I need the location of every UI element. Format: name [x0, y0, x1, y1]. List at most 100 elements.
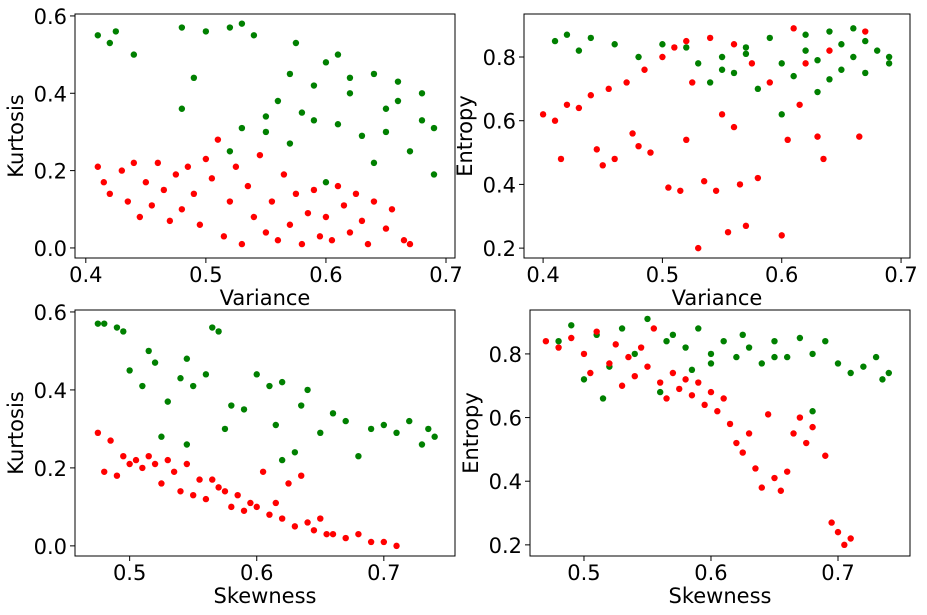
- scatter-point: [139, 464, 146, 472]
- scatter-point: [790, 25, 797, 32]
- scatter-point: [618, 325, 626, 332]
- scatter-point: [629, 130, 636, 137]
- scatter-point: [316, 233, 324, 240]
- y-axis-title: Kurtosis: [4, 94, 28, 177]
- scatter-point: [862, 37, 869, 45]
- scatter-point: [790, 430, 797, 437]
- scatter-point: [346, 74, 354, 82]
- scatter-point: [625, 353, 632, 361]
- scatter-point: [669, 331, 677, 339]
- y-tick-label: 0.8: [483, 46, 516, 70]
- scatter-point: [262, 128, 270, 136]
- scatter-point: [274, 237, 282, 244]
- scatter-point: [771, 353, 778, 361]
- y-axis-title: Entropy: [453, 95, 477, 177]
- scatter-point: [644, 315, 651, 323]
- scatter-point: [631, 372, 638, 380]
- scatter-point: [683, 44, 690, 51]
- scatter-point: [635, 53, 642, 61]
- scatter-point: [539, 111, 547, 118]
- scatter-point: [172, 171, 180, 178]
- scatter-point: [202, 155, 210, 163]
- scatter-point: [688, 392, 696, 399]
- scatter-point: [394, 97, 402, 105]
- scatter-point: [259, 468, 267, 475]
- scatter-point: [752, 465, 759, 472]
- scatter-point: [783, 468, 791, 475]
- plot-frame: [529, 309, 911, 557]
- scatter-point: [802, 60, 809, 67]
- scatter-point: [764, 411, 772, 418]
- scatter-point: [370, 159, 378, 167]
- scatter-point: [659, 53, 666, 61]
- scatter-point: [340, 202, 348, 209]
- scatter-point: [677, 187, 684, 194]
- scatter-point: [803, 439, 810, 447]
- scatter-point: [94, 163, 102, 170]
- scatter-point: [575, 47, 583, 54]
- y-tick-label: 0.4: [34, 379, 67, 403]
- scatter-point: [593, 328, 600, 335]
- scatter-point: [393, 542, 400, 550]
- x-tick-label: 0.6: [309, 263, 342, 287]
- scatter-point: [202, 495, 210, 503]
- scatter-point: [329, 530, 337, 538]
- scatter-point: [382, 225, 390, 232]
- scatter-point: [291, 523, 299, 530]
- scatter-point: [822, 337, 829, 345]
- scatter-point: [718, 66, 726, 73]
- scatter-point: [771, 474, 778, 482]
- scatter-point: [778, 111, 785, 118]
- scatter-point: [317, 515, 324, 522]
- scatter-point: [228, 503, 235, 511]
- scatter-point: [154, 159, 162, 167]
- scatter-point: [317, 429, 324, 437]
- scatter-point: [148, 202, 156, 209]
- scatter-point: [250, 32, 258, 39]
- scatter-point: [754, 85, 762, 93]
- scatter-point: [247, 499, 254, 507]
- scatter-point: [272, 421, 280, 429]
- scatter-point: [151, 460, 159, 468]
- scatter-point: [707, 388, 715, 396]
- scatter-point: [580, 350, 588, 358]
- scatter-point: [814, 88, 821, 96]
- x-tick-label: 0.7: [821, 561, 854, 585]
- scatter-point: [783, 353, 791, 361]
- scatter-point: [847, 535, 854, 542]
- scatter-point: [221, 488, 229, 495]
- scatter-point: [113, 472, 121, 479]
- scatter-point: [683, 136, 690, 144]
- scatter-point: [879, 376, 886, 383]
- scatter-point: [278, 515, 286, 522]
- scatter-point: [828, 519, 835, 526]
- scatter-point: [700, 178, 708, 185]
- x-tick-label: 0.5: [646, 263, 679, 287]
- x-tick-label: 0.6: [694, 561, 727, 585]
- scatter-point: [262, 113, 270, 120]
- scatter-point: [370, 198, 378, 205]
- scatter-point: [862, 69, 869, 77]
- scatter-point: [130, 51, 138, 58]
- scatter-point: [132, 456, 140, 464]
- x-tick-label: 0.7: [884, 263, 917, 287]
- scatter-point: [278, 378, 286, 386]
- scatter-point: [304, 386, 311, 394]
- scatter-point: [575, 104, 583, 112]
- scatter-point: [400, 237, 408, 244]
- scatter-point: [739, 331, 746, 339]
- scatter-point: [599, 395, 607, 402]
- scatter-point: [94, 320, 102, 327]
- scatter-point: [238, 124, 246, 132]
- scatter-point: [158, 433, 165, 440]
- scatter-point: [292, 39, 300, 47]
- scatter-point: [406, 240, 414, 248]
- y-tick-label: 0.4: [34, 82, 67, 106]
- scatter-point: [682, 376, 689, 383]
- scatter-point: [820, 155, 827, 163]
- scatter-point: [355, 452, 362, 460]
- scatter-point: [189, 382, 197, 390]
- scatter-point: [160, 186, 168, 194]
- scatter-point: [323, 530, 330, 538]
- scatter-point: [676, 385, 683, 393]
